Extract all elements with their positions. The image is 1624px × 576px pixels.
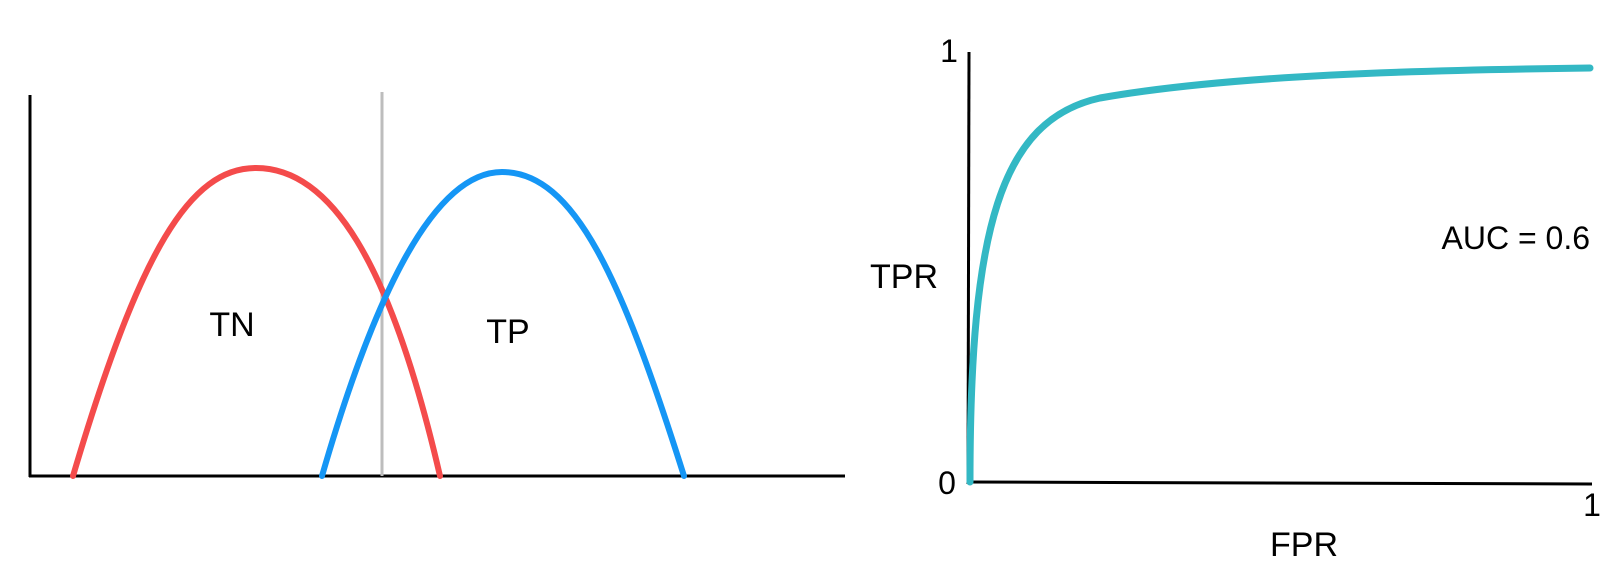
roc-panel: 1 0 1 TPR FPR AUC = 0.6: [870, 33, 1601, 564]
auc-annotation: AUC = 0.6: [1441, 220, 1590, 256]
roc-curve: [966, 64, 1594, 486]
negative-class-curve: [70, 164, 443, 479]
roc-x-axis: [966, 480, 1593, 486]
roc-y-tick-min: 0: [938, 465, 956, 501]
distribution-panel: TN TP: [28, 92, 845, 479]
fpr-label: FPR: [1270, 526, 1338, 564]
tp-label: TP: [486, 313, 529, 351]
roc-y-tick-max: 1: [940, 33, 958, 69]
positive-class-curve: [319, 168, 687, 479]
roc-x-tick-max: 1: [1583, 487, 1601, 523]
tn-label: TN: [209, 306, 254, 344]
tpr-label: TPR: [870, 258, 938, 296]
